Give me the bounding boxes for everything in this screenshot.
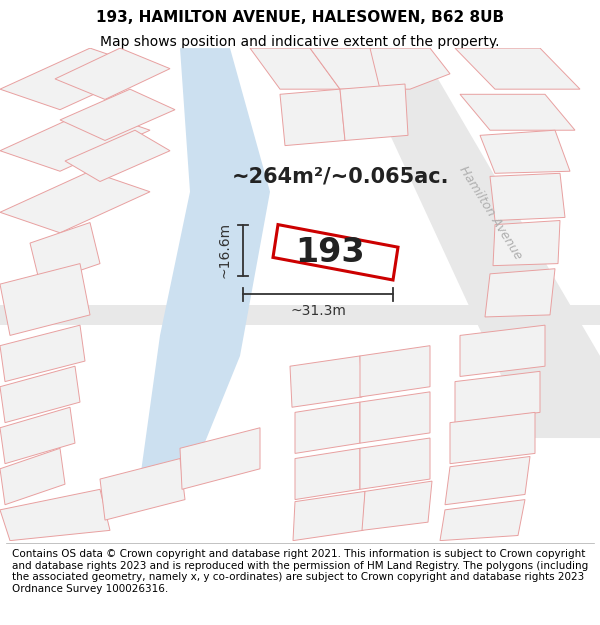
Polygon shape <box>100 459 185 520</box>
Polygon shape <box>455 371 540 423</box>
Polygon shape <box>360 438 430 489</box>
Polygon shape <box>250 48 340 89</box>
Polygon shape <box>180 428 260 489</box>
Polygon shape <box>0 489 110 541</box>
Polygon shape <box>360 346 430 397</box>
Text: Map shows position and indicative extent of the property.: Map shows position and indicative extent… <box>100 34 500 49</box>
Polygon shape <box>0 48 150 110</box>
Polygon shape <box>0 304 600 325</box>
Polygon shape <box>493 221 560 266</box>
Polygon shape <box>295 448 360 499</box>
Text: 193: 193 <box>296 236 365 269</box>
Polygon shape <box>360 392 430 443</box>
Text: Contains OS data © Crown copyright and database right 2021. This information is : Contains OS data © Crown copyright and d… <box>12 549 588 594</box>
Text: ~16.6m: ~16.6m <box>218 222 232 278</box>
Polygon shape <box>350 48 600 438</box>
Polygon shape <box>140 48 270 479</box>
Polygon shape <box>293 491 365 541</box>
Polygon shape <box>450 412 535 464</box>
Polygon shape <box>273 224 398 280</box>
Polygon shape <box>0 366 80 423</box>
Text: ~31.3m: ~31.3m <box>290 304 346 318</box>
Polygon shape <box>65 130 170 181</box>
Polygon shape <box>480 130 570 173</box>
Polygon shape <box>280 89 345 146</box>
Text: ~264m²/~0.065ac.: ~264m²/~0.065ac. <box>231 166 449 186</box>
Polygon shape <box>290 356 362 408</box>
Polygon shape <box>0 110 150 171</box>
Polygon shape <box>460 94 575 130</box>
Polygon shape <box>60 89 175 141</box>
Polygon shape <box>0 264 90 336</box>
Polygon shape <box>0 448 65 505</box>
Text: Hamilton Avenue: Hamilton Avenue <box>456 163 524 261</box>
Polygon shape <box>30 222 100 284</box>
Polygon shape <box>0 171 150 232</box>
Polygon shape <box>370 48 450 89</box>
Polygon shape <box>0 408 75 464</box>
Polygon shape <box>445 456 530 505</box>
Polygon shape <box>295 402 360 453</box>
Polygon shape <box>485 269 555 317</box>
Polygon shape <box>362 481 432 531</box>
Text: 193, HAMILTON AVENUE, HALESOWEN, B62 8UB: 193, HAMILTON AVENUE, HALESOWEN, B62 8UB <box>96 9 504 24</box>
Polygon shape <box>455 48 580 89</box>
Polygon shape <box>310 48 400 89</box>
Polygon shape <box>460 325 545 376</box>
Polygon shape <box>55 48 170 99</box>
Polygon shape <box>340 84 408 141</box>
Polygon shape <box>490 173 565 221</box>
Polygon shape <box>440 499 525 541</box>
Polygon shape <box>0 325 85 382</box>
